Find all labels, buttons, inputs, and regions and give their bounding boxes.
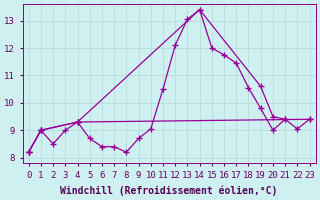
X-axis label: Windchill (Refroidissement éolien,°C): Windchill (Refroidissement éolien,°C) <box>60 185 278 196</box>
